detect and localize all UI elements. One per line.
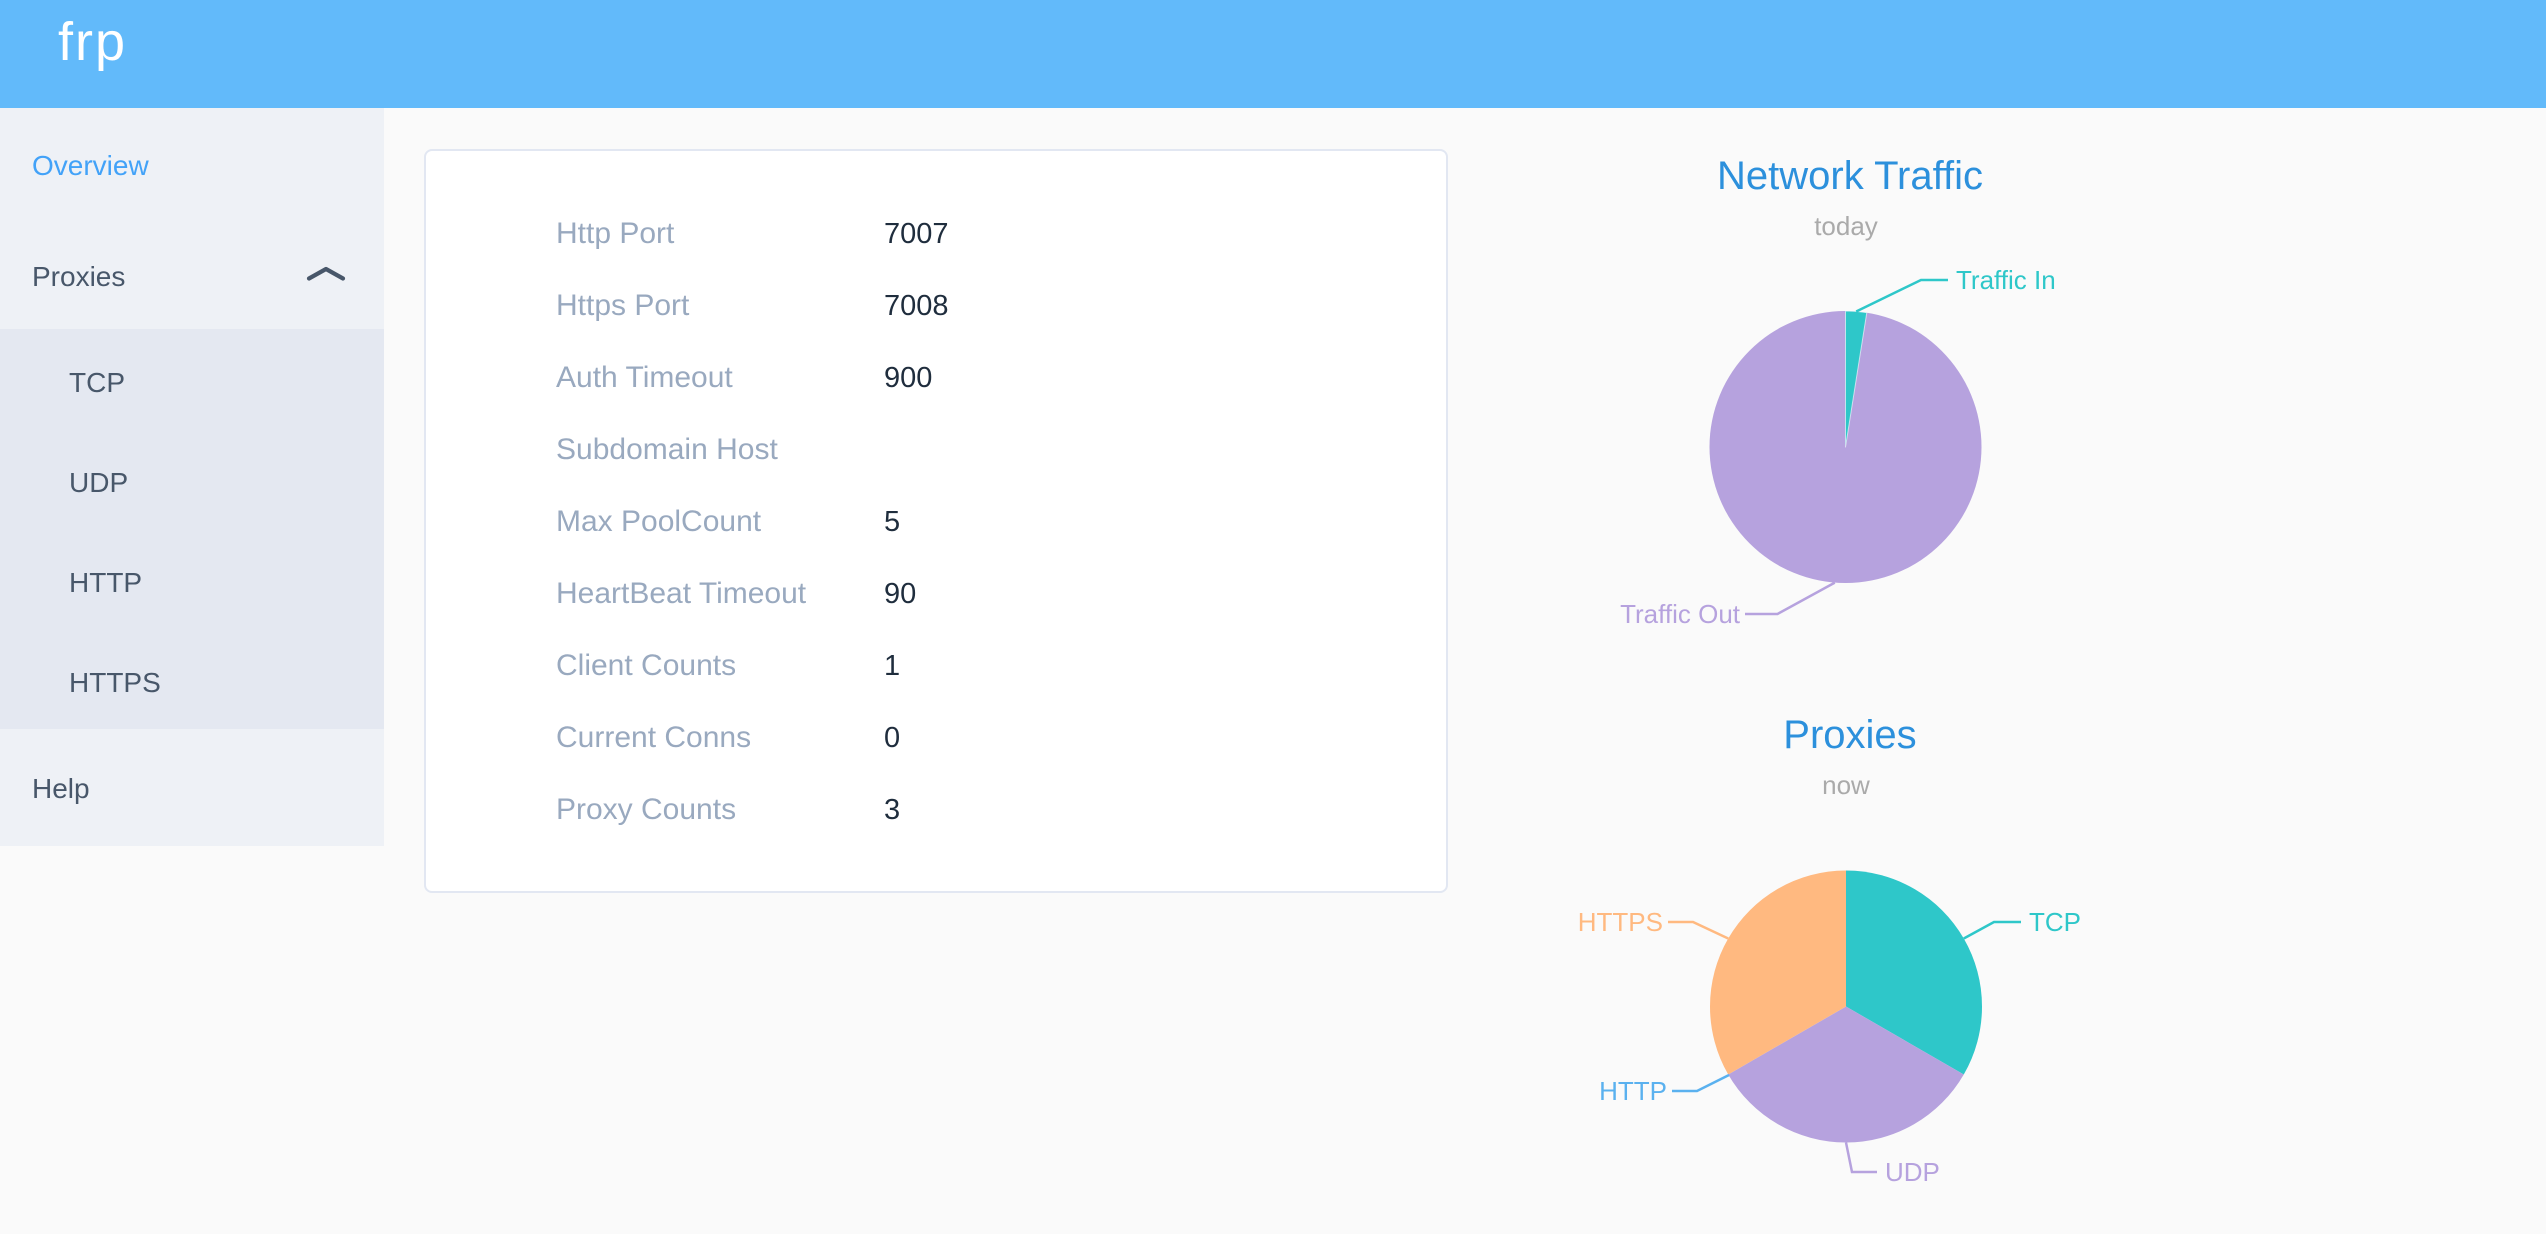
svg-text:HTTPS: HTTPS bbox=[1578, 907, 1663, 937]
svg-text:today: today bbox=[1814, 211, 1878, 241]
svg-text:now: now bbox=[1822, 770, 1870, 800]
svg-text:Traffic Out: Traffic Out bbox=[1620, 599, 1741, 629]
svg-text:TCP: TCP bbox=[2029, 907, 2081, 937]
svg-text:Traffic In: Traffic In bbox=[1956, 265, 2056, 295]
svg-text:UDP: UDP bbox=[1885, 1157, 1940, 1187]
svg-text:Proxies: Proxies bbox=[1783, 713, 1916, 757]
svg-text:Network Traffic: Network Traffic bbox=[1717, 154, 1983, 198]
svg-text:HTTP: HTTP bbox=[1599, 1076, 1667, 1106]
